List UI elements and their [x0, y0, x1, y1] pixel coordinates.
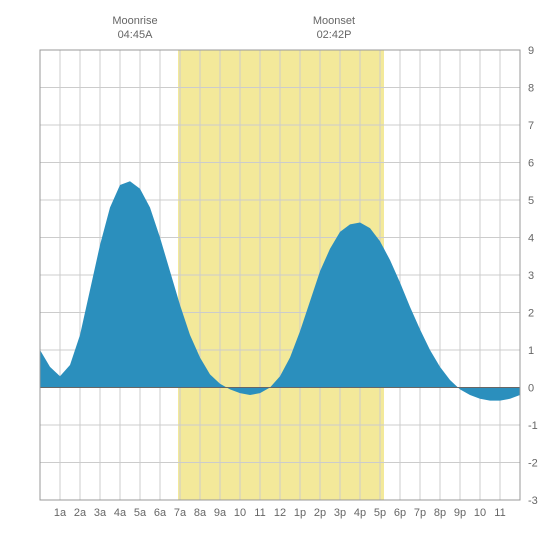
- x-tick-label: 11: [494, 507, 505, 519]
- x-tick-label: 5a: [134, 507, 147, 519]
- tide-chart: -3-2-101234567891a2a3a4a5a6a7a8a9a101112…: [10, 10, 540, 540]
- x-tick-label: 7p: [414, 507, 426, 519]
- x-tick-label: 8a: [194, 507, 207, 519]
- moonrise-label: Moonrise: [105, 14, 165, 28]
- y-tick-label: 8: [528, 83, 534, 95]
- y-tick-label: -1: [528, 420, 538, 432]
- y-tick-label: -3: [528, 495, 538, 507]
- x-tick-label: 3p: [334, 507, 346, 519]
- y-tick-label: 0: [528, 383, 534, 395]
- x-tick-label: 3a: [94, 507, 107, 519]
- x-tick-label: 8p: [434, 507, 446, 519]
- y-tick-label: 4: [528, 233, 534, 245]
- x-tick-label: 5p: [374, 507, 386, 519]
- x-tick-label: 2p: [314, 507, 326, 519]
- chart-svg: -3-2-101234567891a2a3a4a5a6a7a8a9a101112…: [10, 10, 540, 540]
- moonrise-annotation: Moonrise04:45A: [105, 14, 165, 43]
- x-tick-label: 10: [234, 507, 246, 519]
- x-tick-label: 1p: [294, 507, 306, 519]
- y-tick-label: 2: [528, 308, 534, 320]
- y-tick-label: 1: [528, 345, 534, 357]
- x-tick-label: 6p: [394, 507, 406, 519]
- moonrise-time: 04:45A: [105, 28, 165, 42]
- x-tick-label: 4p: [354, 507, 366, 519]
- x-tick-label: 9a: [214, 507, 227, 519]
- x-tick-label: 9p: [454, 507, 466, 519]
- y-tick-label: 7: [528, 120, 534, 132]
- x-tick-label: 10: [474, 507, 486, 519]
- x-tick-label: 7a: [174, 507, 187, 519]
- x-tick-label: 6a: [154, 507, 167, 519]
- x-tick-label: 4a: [114, 507, 127, 519]
- x-tick-label: 12: [274, 507, 286, 519]
- x-tick-label: 2a: [74, 507, 87, 519]
- moonset-time: 02:42P: [304, 28, 364, 42]
- moonset-label: Moonset: [304, 14, 364, 28]
- y-tick-label: 3: [528, 270, 534, 282]
- x-tick-label: 1a: [54, 507, 67, 519]
- y-tick-label: -2: [528, 458, 538, 470]
- y-tick-label: 5: [528, 195, 534, 207]
- moonset-annotation: Moonset02:42P: [304, 14, 364, 43]
- y-tick-label: 9: [528, 45, 534, 57]
- x-tick-label: 11: [254, 507, 265, 519]
- y-tick-label: 6: [528, 158, 534, 170]
